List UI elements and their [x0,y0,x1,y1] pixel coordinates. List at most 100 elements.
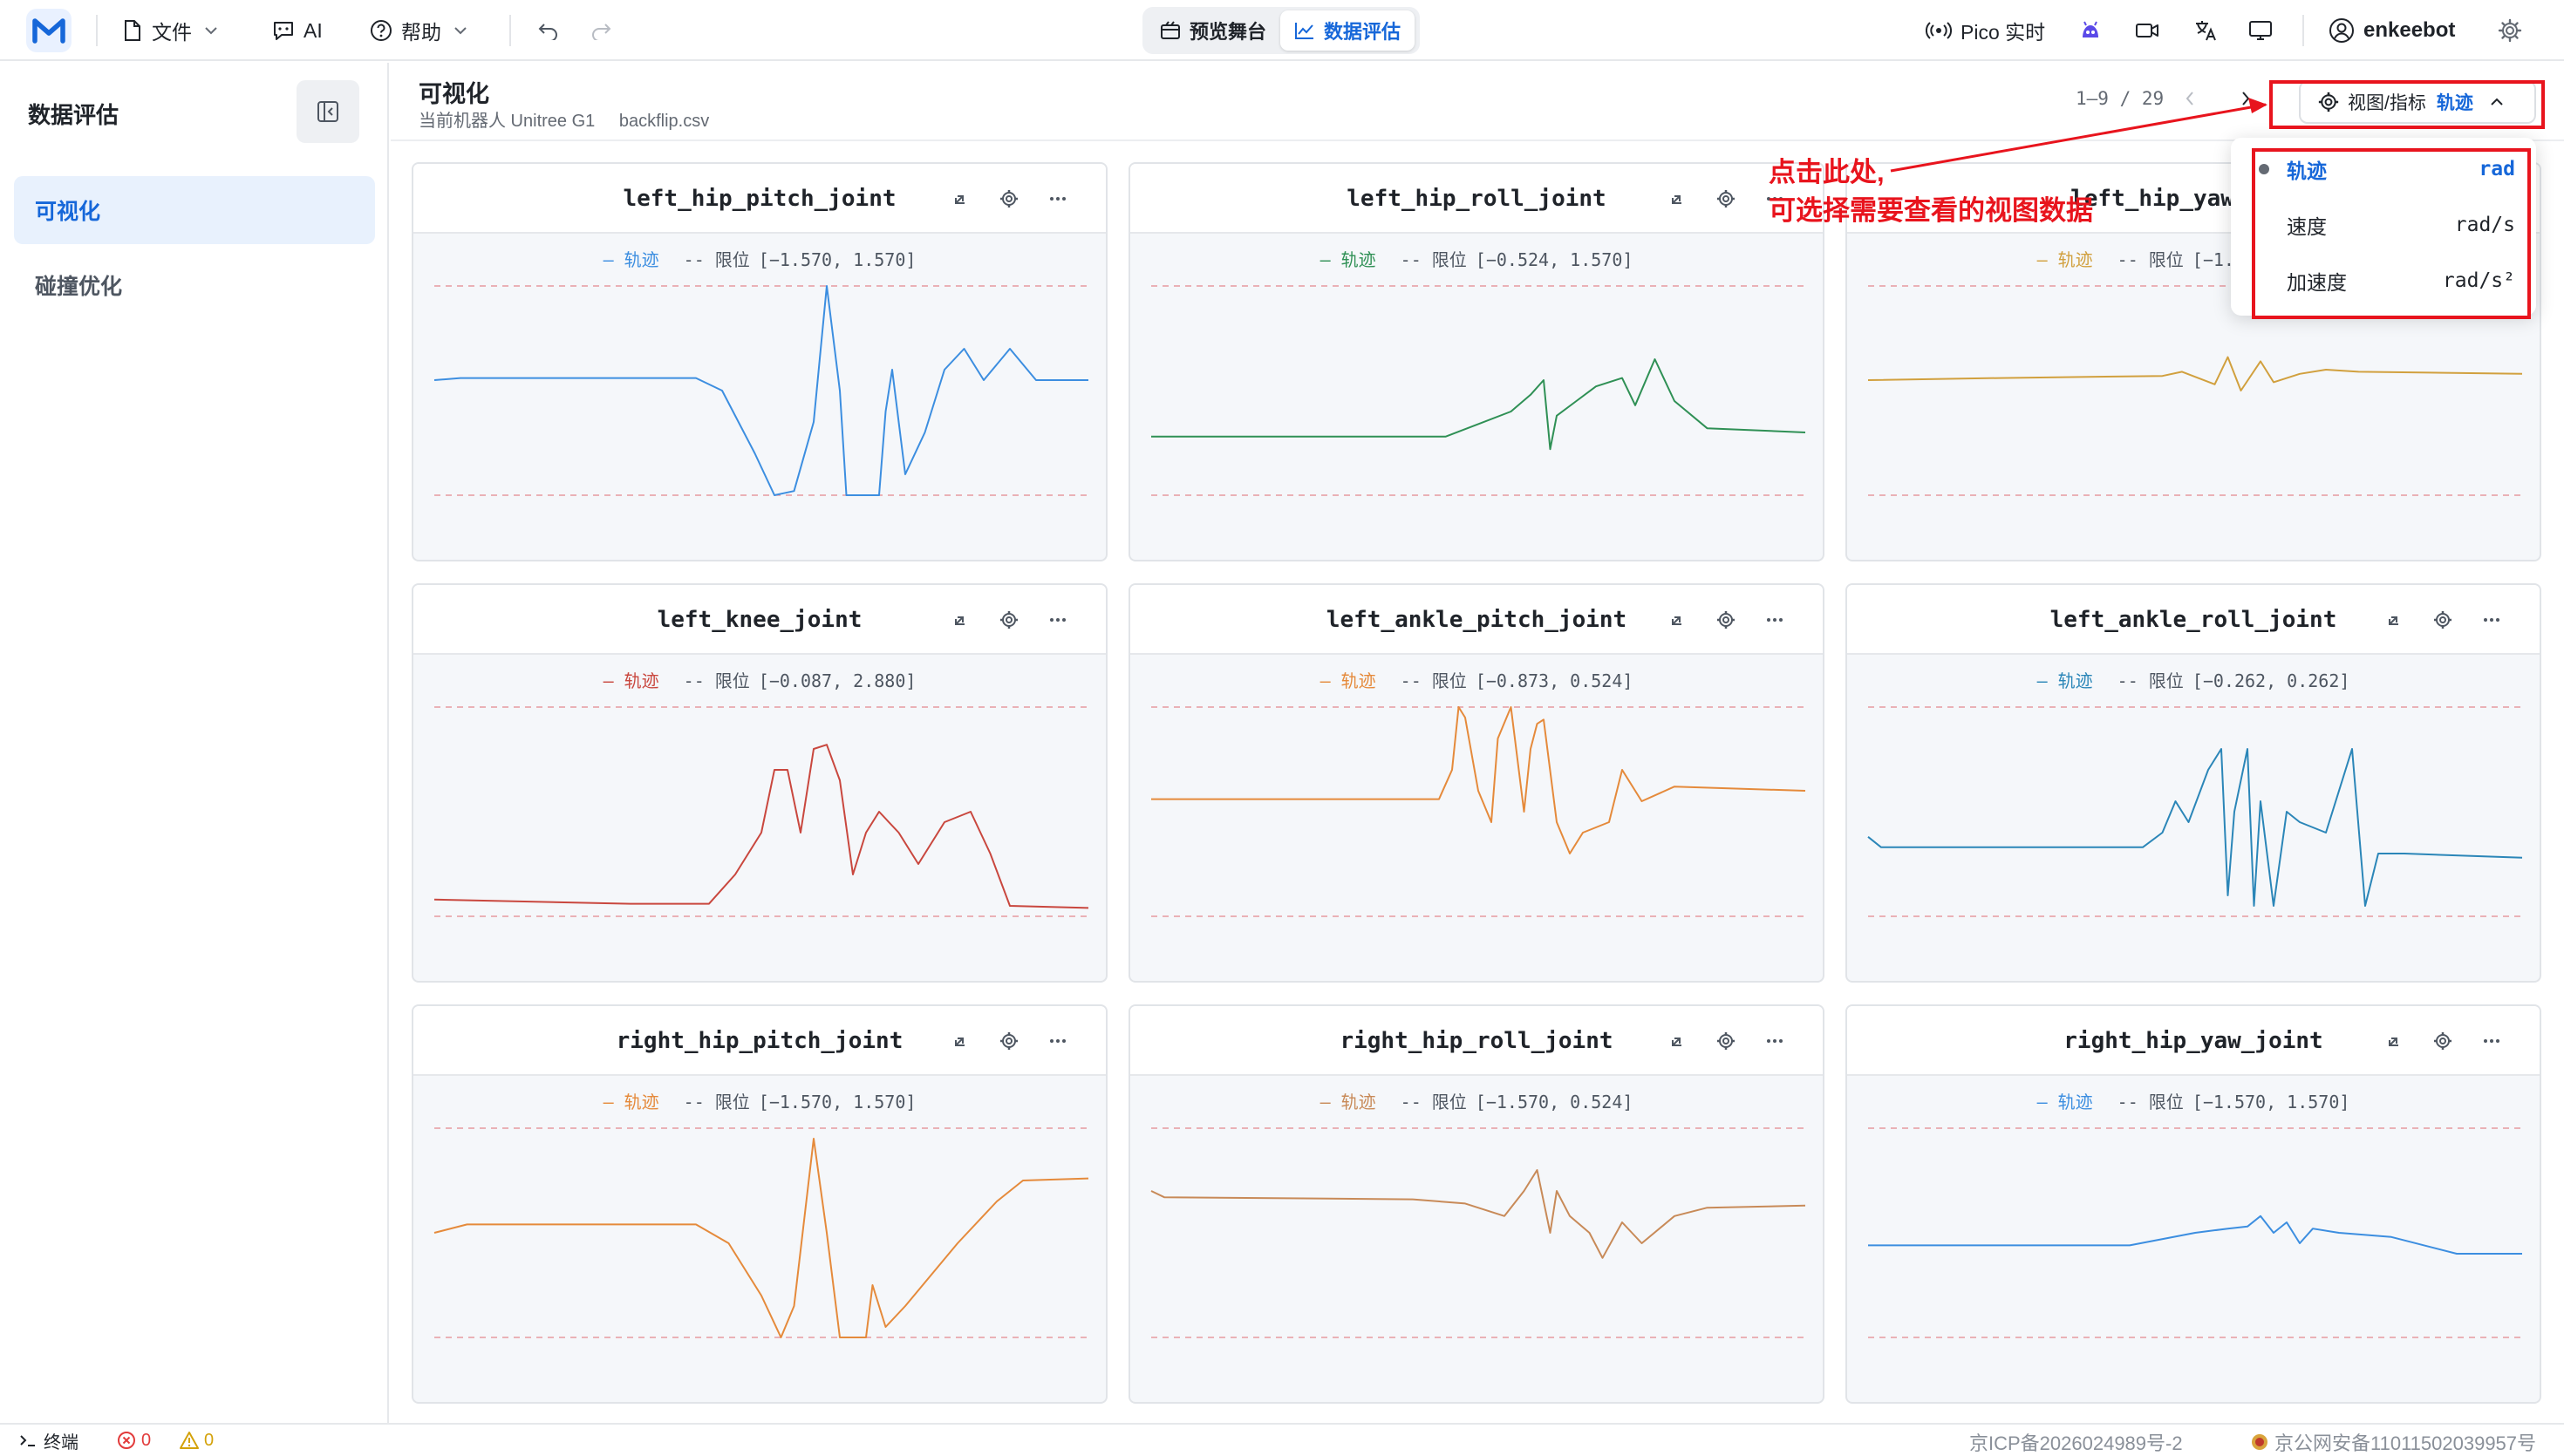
more-button[interactable] [1045,186,1071,212]
legend-trajectory: – 轨迹 [2036,249,2093,270]
joint-chart-card: left_hip_roll_joint – 轨迹 -- 限位 [−0.524, 1.5… [1129,162,1824,561]
file-menu[interactable]: 文件 [122,0,218,61]
joint-chart-card: right_hip_yaw_joint – 轨迹 -- 限位 [−1.570, 1.5… [1845,1004,2541,1404]
tab-data-eval[interactable]: 数据评估 [1280,10,1415,51]
chevron-right-icon [2242,92,2250,105]
gear-button[interactable] [1713,607,1739,633]
chart-legend: – 轨迹 -- 限位 [−1.570, 1.570] [413,246,1106,271]
expand-button[interactable] [2381,607,2407,633]
expand-button[interactable] [947,1028,973,1054]
gear-icon [1000,1032,1018,1050]
trajectory-line [433,744,1089,909]
card-header: right_hip_roll_joint [1130,1006,1823,1076]
next-page-button[interactable] [2233,85,2259,112]
dropdown-item-unit: rad/s [2454,214,2515,236]
police-record-link[interactable]: 京公网安备11011502039957号 [2250,1428,2536,1456]
error-count[interactable]: 0 [117,1425,151,1456]
legend-limit-label: -- 限位 [683,249,750,270]
warning-count[interactable]: 0 [180,1425,214,1456]
line-chart-icon [1295,23,1314,39]
more-icon [1767,197,1783,201]
expand-button[interactable] [947,186,973,212]
card-title: right_hip_yaw_joint [2063,1028,2323,1054]
sidebar-collapse-icon [317,101,338,122]
ai-button[interactable]: AI [272,0,323,61]
trajectory-plot [433,1127,1089,1338]
redo-button[interactable] [590,0,612,61]
annotation-line-1: 点击此处, [1769,157,1885,187]
expand-button[interactable] [1664,607,1690,633]
selected-dot-icon [2259,164,2269,174]
camera-button[interactable] [2135,0,2159,61]
display-button[interactable] [2248,0,2273,61]
translate-button[interactable] [2194,0,2219,61]
more-button[interactable] [2479,607,2505,633]
trajectory-line [433,285,1088,496]
gear-button[interactable] [996,1028,1022,1054]
collapse-sidebar-button[interactable] [297,80,359,143]
trajectory-line [1151,706,1806,854]
legend-limit-label: -- 限位 [1400,1092,1467,1112]
undo-icon [538,24,557,40]
dropdown-item-trajectory[interactable]: 轨迹 rad [2287,152,2515,187]
more-button[interactable] [1762,607,1788,633]
annotation-line-2: 可选择需要查看的视图数据 [1769,195,2093,226]
legend-trajectory: – 轨迹 [2036,670,2093,691]
gear-button[interactable] [2430,1028,2456,1054]
dropdown-item-label: 加速度 [2287,271,2347,294]
assistant-bot-button[interactable] [2079,0,2102,61]
legend-limit-label: -- 限位 [683,670,750,691]
legend-limit-range: [−0.262, 0.262] [2192,670,2350,691]
page-title: 可视化 [419,81,489,107]
gear-button[interactable] [1713,1028,1739,1054]
more-icon [1050,618,1066,622]
current-file: backflip.csv [618,112,710,131]
sidebar-item-collision-optimization[interactable]: 碰撞优化 [14,251,375,319]
expand-button[interactable] [1664,186,1690,212]
dropdown-item-acceleration[interactable]: 加速度 rad/s² [2287,263,2515,298]
expand-button[interactable] [1664,1028,1690,1054]
trajectory-plot [433,706,1089,917]
expand-button[interactable] [947,607,973,633]
chevron-up-icon [2491,98,2503,105]
sidebar-item-visualization[interactable]: 可视化 [14,176,375,244]
gear-button[interactable] [1713,186,1739,212]
tab-preview-stage[interactable]: 预览舞台 [1146,10,1280,51]
settings-button[interactable] [2498,0,2522,61]
gear-icon [1717,611,1735,629]
dropdown-item-unit: rad/s² [2442,269,2515,292]
card-title: left_knee_joint [657,607,863,633]
more-button[interactable] [1762,1028,1788,1054]
chart-legend: – 轨迹 -- 限位 [−1.570, 1.570] [413,1088,1106,1113]
trajectory-plot [433,285,1088,496]
legend-limit-label: -- 限位 [2117,670,2184,691]
legend-trajectory: – 轨迹 [1320,1092,1376,1112]
more-button[interactable] [1762,186,1788,212]
gear-button[interactable] [2430,607,2456,633]
gear-button[interactable] [996,607,1022,633]
help-menu[interactable]: 帮助 [370,0,467,61]
more-icon [2484,1039,2499,1043]
chevron-down-icon [205,27,217,35]
joint-chart-card: left_knee_joint – 轨迹 -- 限位 [−0.087, 2.880] [412,583,1108,983]
more-button[interactable] [1045,1028,1071,1054]
pico-live-button[interactable]: Pico 实时 [1926,0,2045,61]
icp-license-link[interactable]: 京ICP备2026024989号-2 [1969,1432,2183,1454]
legend-trajectory: – 轨迹 [1320,670,1376,691]
legend-limit-range: [−0.873, 0.524] [1475,670,1633,691]
legend-limit-range: [−0.087, 2.880] [758,670,917,691]
user-menu[interactable]: enkeebot [2329,0,2455,61]
terminal-toggle[interactable]: 终端 [19,1425,78,1456]
dropdown-item-velocity[interactable]: 速度 rad/s [2287,208,2515,242]
prev-page-button[interactable] [2177,85,2203,112]
more-icon [1767,618,1783,622]
chart-legend: – 轨迹 -- 限位 [−0.524, 1.570] [1130,246,1823,271]
gear-button[interactable] [996,186,1022,212]
file-icon [125,20,140,41]
expand-button[interactable] [2381,1028,2407,1054]
more-icon [1050,1039,1066,1043]
undo-button[interactable] [537,0,560,61]
more-button[interactable] [1045,607,1071,633]
more-button[interactable] [2479,1028,2505,1054]
app-logo[interactable] [26,9,72,52]
